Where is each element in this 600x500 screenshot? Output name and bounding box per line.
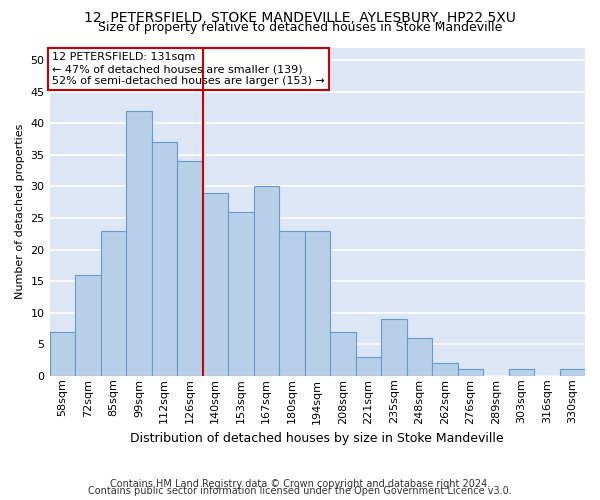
- Bar: [432, 363, 458, 376]
- Bar: [126, 110, 152, 376]
- Bar: [228, 212, 254, 376]
- Bar: [509, 370, 534, 376]
- Bar: [381, 319, 407, 376]
- Bar: [203, 192, 228, 376]
- Bar: [75, 275, 101, 376]
- Bar: [50, 332, 75, 376]
- Text: Size of property relative to detached houses in Stoke Mandeville: Size of property relative to detached ho…: [98, 21, 502, 34]
- Text: 12, PETERSFIELD, STOKE MANDEVILLE, AYLESBURY, HP22 5XU: 12, PETERSFIELD, STOKE MANDEVILLE, AYLES…: [84, 11, 516, 25]
- Y-axis label: Number of detached properties: Number of detached properties: [15, 124, 25, 300]
- Bar: [407, 338, 432, 376]
- Text: Contains HM Land Registry data © Crown copyright and database right 2024.: Contains HM Land Registry data © Crown c…: [110, 479, 490, 489]
- Bar: [254, 186, 279, 376]
- Bar: [279, 230, 305, 376]
- Bar: [101, 230, 126, 376]
- Bar: [330, 332, 356, 376]
- Bar: [305, 230, 330, 376]
- Text: Contains public sector information licensed under the Open Government Licence v3: Contains public sector information licen…: [88, 486, 512, 496]
- Bar: [356, 357, 381, 376]
- Bar: [177, 161, 203, 376]
- Bar: [560, 370, 585, 376]
- Bar: [152, 142, 177, 376]
- X-axis label: Distribution of detached houses by size in Stoke Mandeville: Distribution of detached houses by size …: [130, 432, 504, 445]
- Bar: [458, 370, 483, 376]
- Text: 12 PETERSFIELD: 131sqm
← 47% of detached houses are smaller (139)
52% of semi-de: 12 PETERSFIELD: 131sqm ← 47% of detached…: [52, 52, 325, 86]
